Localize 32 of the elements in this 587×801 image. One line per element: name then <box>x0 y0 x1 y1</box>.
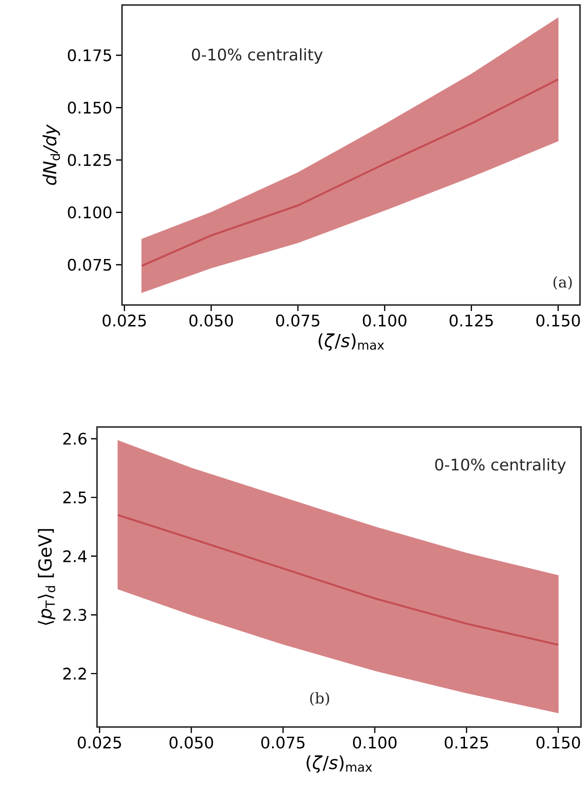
y-tick-label: 2.3 <box>63 608 86 621</box>
annotation: (a) <box>554 276 572 290</box>
annotation: 0-10% centrality <box>435 458 566 474</box>
annotation: 0-10% centrality <box>192 48 323 64</box>
x-tick-label: 0.150 <box>536 736 580 749</box>
y-tick-label: 2.4 <box>63 550 87 562</box>
x-tick-label: 0.125 <box>450 314 493 327</box>
x-axis-title: (ζ/s)$_{max}$ <box>306 755 372 773</box>
y-tick-label: 2.2 <box>63 668 86 680</box>
x-tick-label: 0.025 <box>78 736 121 749</box>
x-axis-title: (ζ/s)$_{max}$ <box>318 333 384 351</box>
x-tick-label: 0.025 <box>102 314 146 327</box>
y-tick-label: 2.6 <box>63 432 86 445</box>
y-axis-title: dN$_{d}$/dy <box>42 124 60 185</box>
x-tick-label: 0.100 <box>353 736 397 749</box>
x-tick-label: 0.075 <box>261 736 304 749</box>
y-tick-label: 0.125 <box>68 154 112 166</box>
annotation: (b) <box>310 692 330 706</box>
x-tick-label: 0.125 <box>444 736 488 749</box>
line-series <box>140 78 560 267</box>
y-tick-label: 0.075 <box>68 258 112 271</box>
x-tick-label: 0.150 <box>536 314 580 327</box>
y-tick-label: 0.100 <box>68 206 112 218</box>
y-tick-label: 0.150 <box>68 102 112 114</box>
x-tick-label: 0.100 <box>362 314 406 327</box>
x-tick-label: 0.075 <box>276 314 320 327</box>
y-axis-title: ⟨p$_{T}$⟩$_{d}$ [GeV] <box>38 529 56 625</box>
y-tick-label: 0.175 <box>68 49 112 62</box>
y-tick-label: 2.5 <box>63 491 86 504</box>
line-series <box>116 514 560 646</box>
x-tick-label: 0.050 <box>189 314 233 327</box>
x-tick-label: 0.050 <box>170 736 214 749</box>
